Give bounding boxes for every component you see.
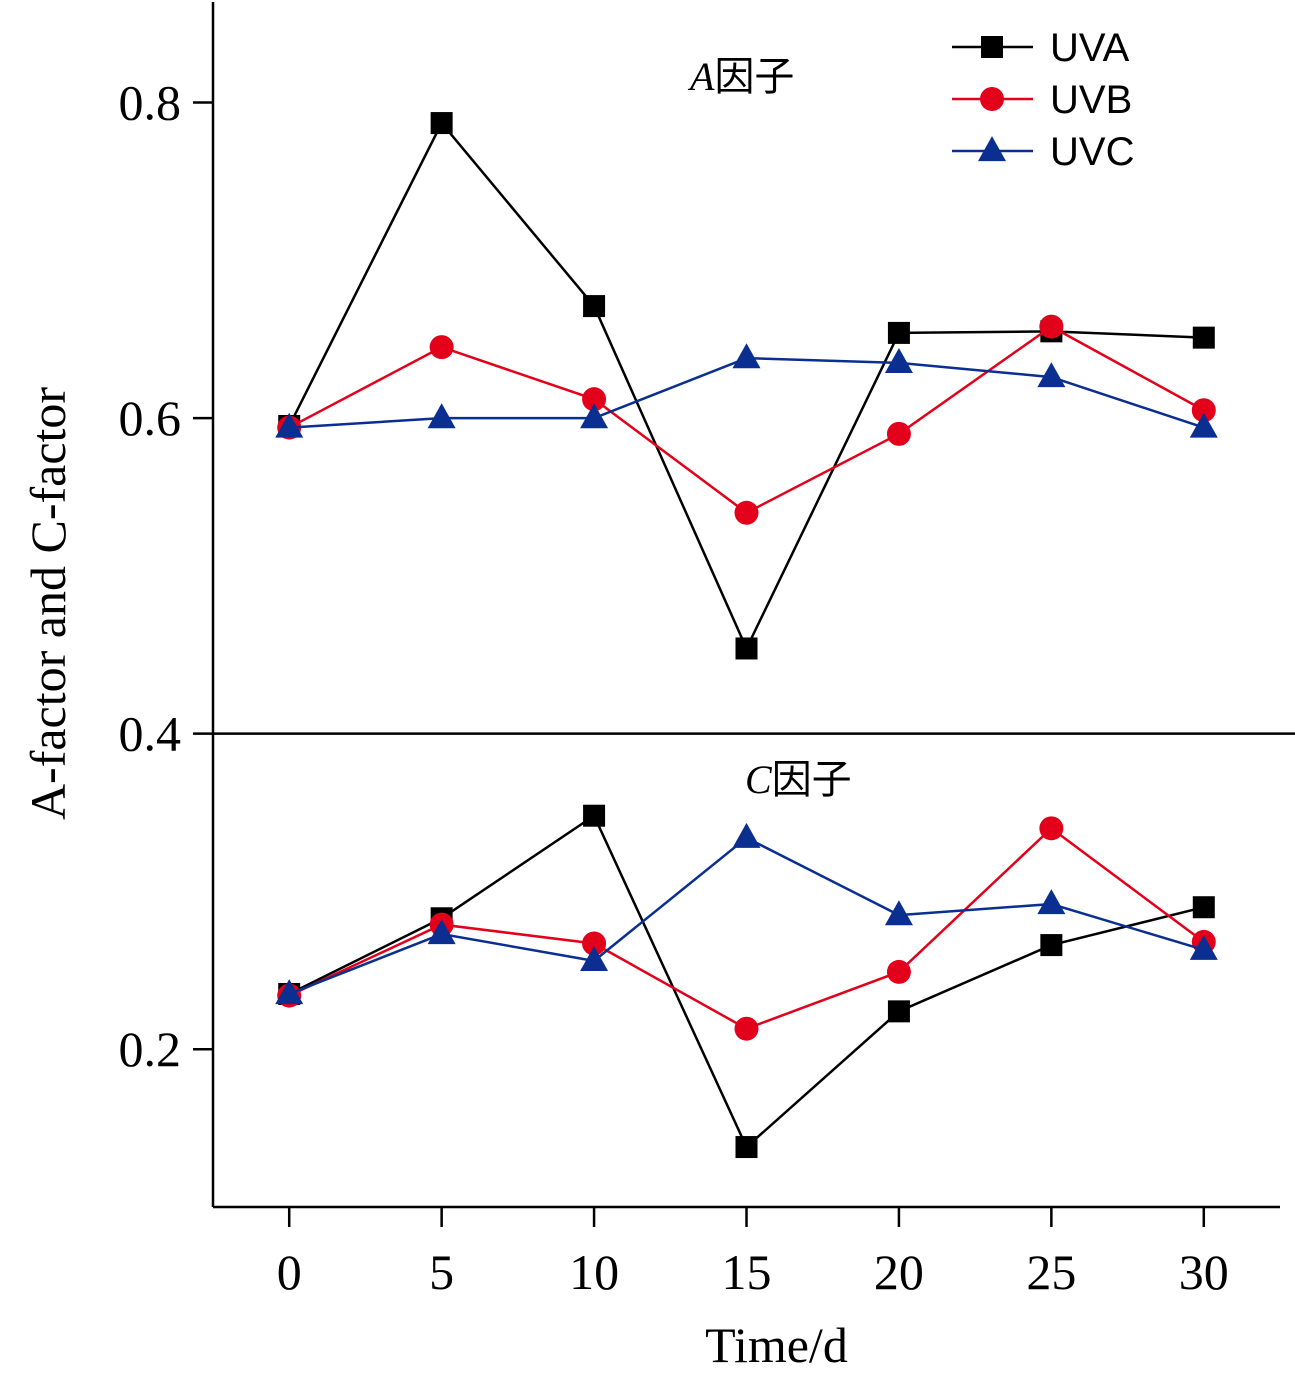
data-point-uvc xyxy=(1037,362,1066,388)
series-line-uva xyxy=(288,813,1205,1150)
legend-item-uvb: UVB xyxy=(952,78,1132,122)
data-point-uvb xyxy=(582,387,607,412)
series-line-uvc xyxy=(289,356,1205,429)
x-tick-label: 30 xyxy=(1179,1244,1229,1300)
legend: UVA UVB UVC xyxy=(952,26,1134,174)
legend-item-uva: UVA xyxy=(952,26,1130,70)
data-point-uva xyxy=(583,295,606,318)
y-tick-label: 0.4 xyxy=(119,706,182,762)
data-point-uva xyxy=(887,1000,910,1023)
data-point-uvc xyxy=(427,919,456,945)
panel-label-text: 因子 xyxy=(714,54,794,99)
series-line-uva xyxy=(288,120,1204,652)
y-axis-title: A-factor and C-factor xyxy=(20,387,76,820)
data-point-uvb xyxy=(886,959,911,984)
x-tick-label: 25 xyxy=(1026,1244,1076,1300)
legend-marker xyxy=(978,136,1006,162)
panel-c xyxy=(275,804,1218,1159)
legend-item-uvc: UVC xyxy=(952,130,1134,174)
series-layer xyxy=(275,112,1218,1159)
data-point-uva xyxy=(887,321,910,344)
data-point-uvc xyxy=(275,979,304,1005)
series-line-uvb xyxy=(288,826,1205,1031)
data-point-uvc xyxy=(1189,934,1218,960)
data-point-uva xyxy=(735,637,758,660)
data-point-uvc xyxy=(580,945,609,971)
ticks: 0.2 0.4 0.6 0.8 0 5 10 15 20 25 30 xyxy=(119,75,1229,1300)
data-point-uva xyxy=(583,804,606,827)
x-tick-label: 0 xyxy=(277,1244,302,1300)
data-point-uvb xyxy=(734,1016,759,1041)
y-tick-label: 0.6 xyxy=(119,390,182,446)
data-point-uvb xyxy=(734,500,759,525)
panel-label-c: C因子 xyxy=(745,757,852,802)
y-tick-label: 0.2 xyxy=(119,1021,182,1077)
data-point-uvc xyxy=(1189,412,1218,438)
data-point-uvb xyxy=(429,335,454,360)
panel-label-italic: A xyxy=(687,54,715,99)
data-point-uvb xyxy=(886,421,911,446)
panel-label-text: 因子 xyxy=(772,757,852,802)
x-tick-label: 20 xyxy=(874,1244,924,1300)
panel-label-italic: C xyxy=(745,757,773,802)
data-point-uvc xyxy=(732,343,761,369)
data-point-uvc xyxy=(884,348,913,373)
data-point-uva xyxy=(1040,934,1063,957)
legend-marker xyxy=(981,36,1003,58)
series-line-uvc xyxy=(288,836,1205,996)
data-point-uvc xyxy=(275,412,304,438)
x-tick-label: 10 xyxy=(569,1244,619,1300)
data-point-uvc xyxy=(427,403,456,429)
data-point-uva xyxy=(735,1136,758,1159)
panel-label-a: A因子 xyxy=(687,54,794,99)
data-point-uvc xyxy=(732,822,761,848)
data-point-uvb xyxy=(1039,816,1064,841)
data-point-uvc xyxy=(580,403,609,429)
data-point-uvb xyxy=(582,931,607,956)
data-point-uvc xyxy=(884,900,913,926)
x-axis-title: Time/d xyxy=(705,1317,848,1373)
data-point-uvb xyxy=(1039,314,1064,339)
legend-label: UVA xyxy=(1050,26,1130,70)
data-point-uva xyxy=(430,112,453,135)
x-tick-label: 15 xyxy=(722,1244,772,1300)
panel-a xyxy=(275,112,1218,660)
legend-label: UVB xyxy=(1050,78,1132,122)
x-tick-label: 5 xyxy=(429,1244,454,1300)
data-point-uvc xyxy=(1037,889,1066,915)
y-tick-label: 0.8 xyxy=(119,75,182,131)
legend-label: UVC xyxy=(1050,130,1134,174)
data-point-uva xyxy=(1192,896,1215,919)
data-point-uva xyxy=(1192,326,1215,349)
legend-marker xyxy=(980,87,1004,111)
data-point-uvb xyxy=(1191,398,1216,423)
